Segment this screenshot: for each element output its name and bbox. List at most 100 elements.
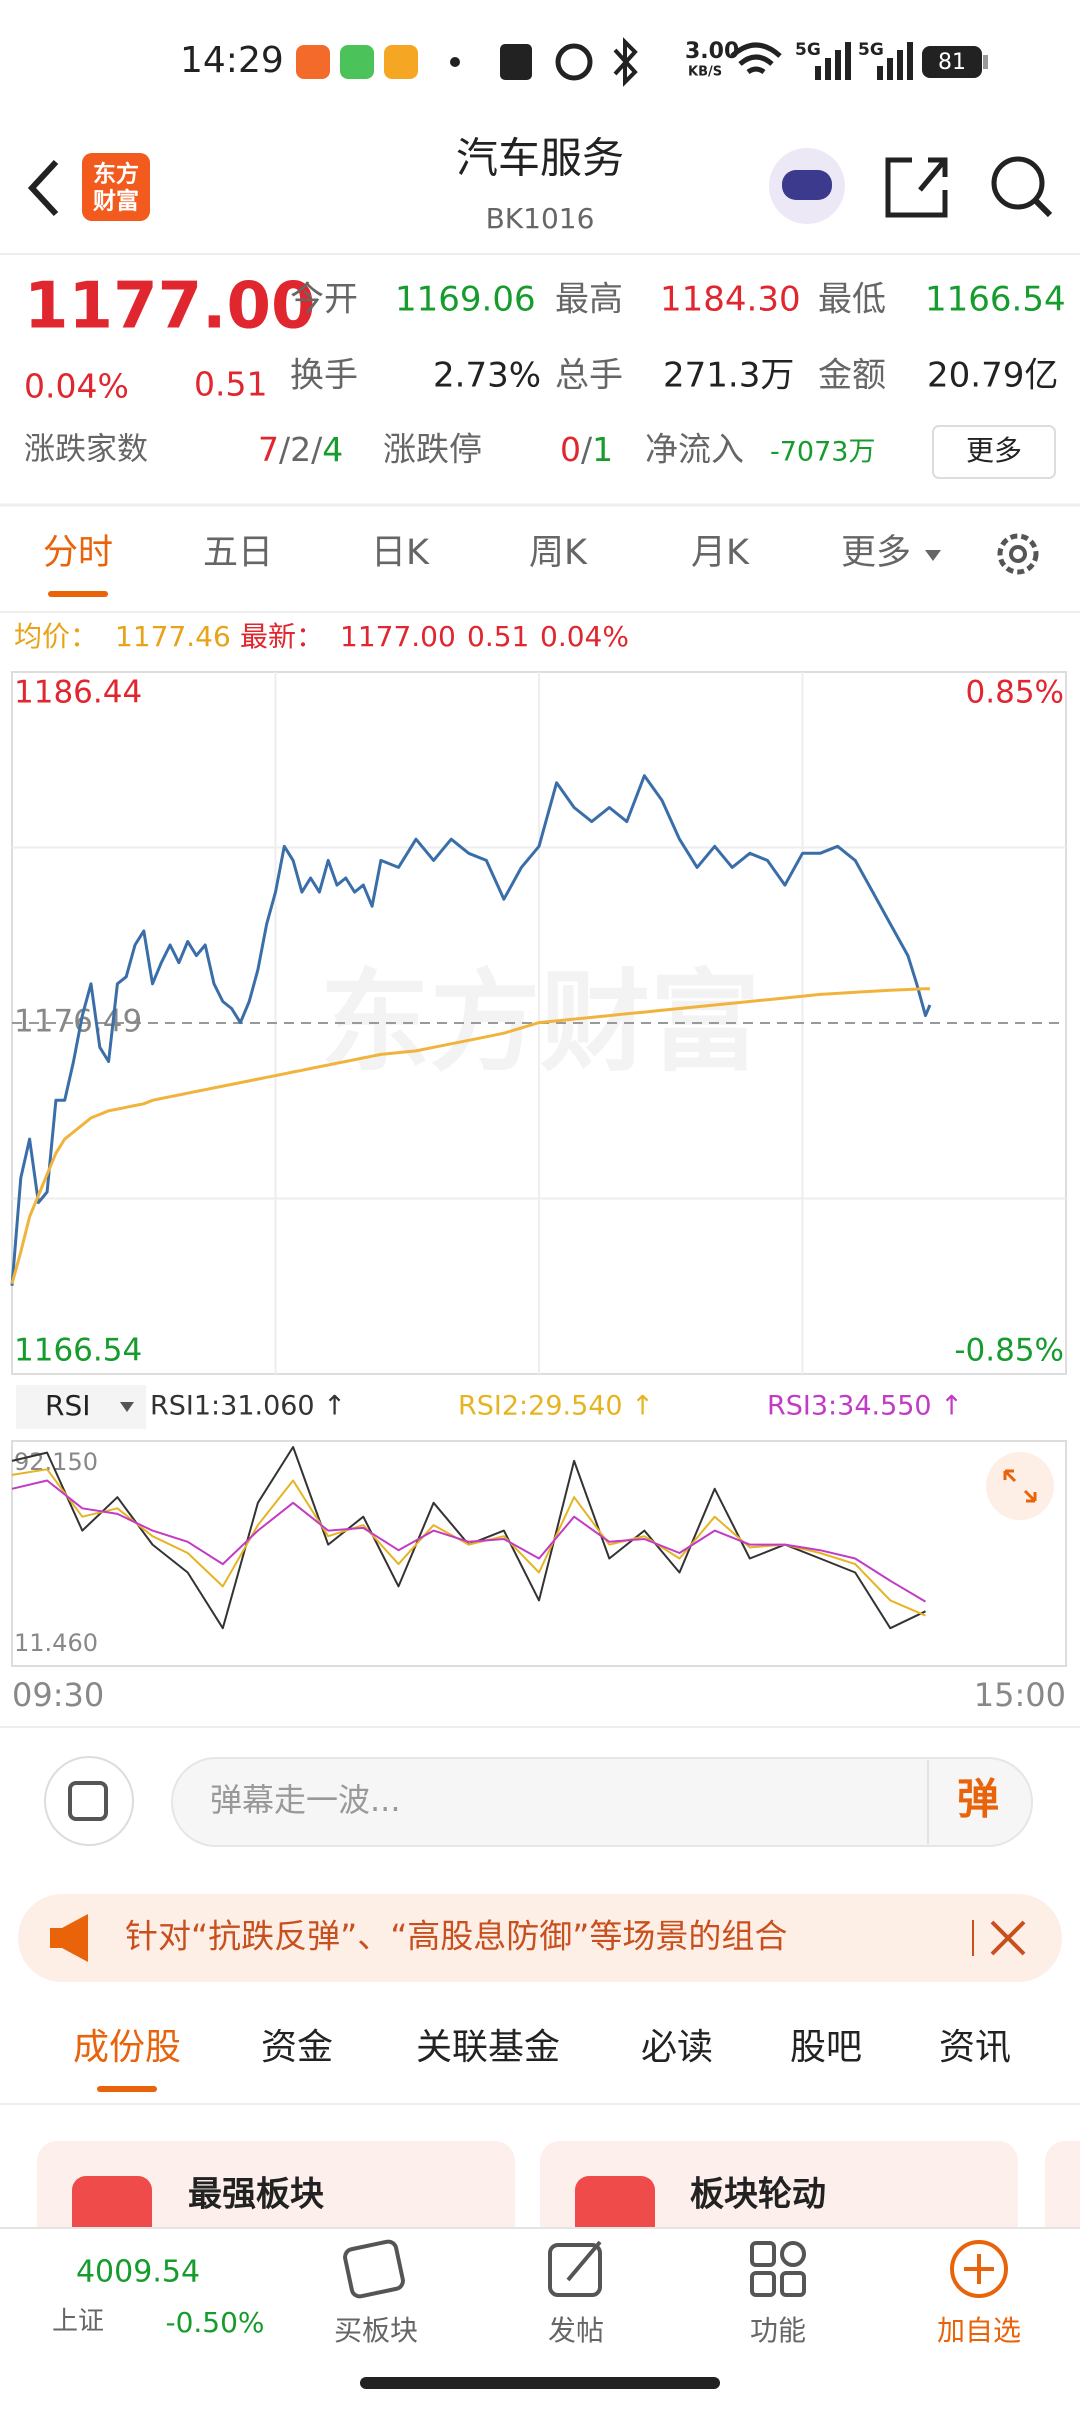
- decliners: 4: [322, 430, 343, 469]
- more-label: 更多: [966, 434, 1022, 467]
- wifi-icon: [730, 42, 782, 75]
- sector-code: BK1016: [486, 202, 595, 235]
- more-button[interactable]: [932, 425, 1056, 479]
- app-icon: [340, 45, 374, 79]
- battery-icon: [922, 46, 982, 78]
- nav-icon: [780, 2241, 806, 2267]
- signal-label: 5G: [795, 40, 821, 60]
- logo: [82, 153, 150, 221]
- expand-button[interactable]: [986, 1452, 1054, 1520]
- period-tab[interactable]: 周K: [529, 533, 588, 573]
- search-button[interactable]: [991, 156, 1045, 210]
- period-tab[interactable]: 月K: [691, 533, 750, 573]
- last-value: 1177.00: [340, 620, 456, 653]
- banner[interactable]: [18, 1894, 1062, 1982]
- series-line: [10, 774, 932, 1286]
- settings-button[interactable]: [997, 533, 1039, 575]
- x-tick-label: 09:30: [12, 1676, 104, 1714]
- status-dot: [450, 57, 460, 67]
- stat-label: 最低: [818, 280, 886, 320]
- stat-value: 1184.30: [660, 280, 801, 320]
- indicator-name: RSI: [45, 1389, 91, 1422]
- change: 0.51: [194, 365, 267, 404]
- content-tab[interactable]: 必读: [641, 2027, 713, 2068]
- content-tab[interactable]: 资金: [261, 2027, 333, 2068]
- period-tab[interactable]: 五日: [203, 533, 273, 573]
- stat-label: 今开: [290, 280, 358, 320]
- megaphone-icon: [50, 1914, 88, 1962]
- logo-text: 财富: [93, 188, 139, 215]
- nfc-icon: [500, 44, 532, 80]
- flow-label: 净流入: [645, 430, 744, 469]
- nav-item[interactable]: 发帖: [548, 2314, 604, 2347]
- nav-item[interactable]: 加自选: [937, 2314, 1021, 2347]
- banner-text: 针对“抗跌反弹”、“高股息防御”等场景的组合: [125, 1917, 787, 1956]
- net-unit: KB/S: [688, 65, 722, 80]
- alarm-icon: [555, 43, 593, 81]
- breadth-label: 涨跌家数: [24, 432, 148, 468]
- index-value[interactable]: 4009.54: [76, 2255, 200, 2290]
- series-line: [10, 987, 930, 1285]
- period-tab[interactable]: 更多: [841, 533, 911, 573]
- app-icon: [296, 45, 330, 79]
- limit-label: 涨跌停: [383, 430, 482, 469]
- plot-frame: [11, 1440, 1067, 1667]
- dropdown-arrow: [925, 550, 941, 561]
- nav-item[interactable]: 买板块: [334, 2314, 418, 2347]
- card-title: 板块轮动: [690, 2175, 826, 2215]
- settings-core: [1009, 545, 1027, 563]
- separator: /: [311, 430, 323, 469]
- status-time: 14:29: [180, 40, 284, 81]
- nav-item[interactable]: 功能: [750, 2314, 806, 2347]
- content-tab[interactable]: 资讯: [939, 2027, 1011, 2068]
- stat-label: 换手: [290, 356, 358, 396]
- tab-underline: [48, 591, 108, 597]
- unchanged: 2: [290, 430, 311, 469]
- net-speed: 3.00: [685, 39, 739, 64]
- legend-entry: RSI1:31.060 ↑: [150, 1391, 346, 1422]
- bluetooth-icon: [613, 37, 638, 87]
- net-inflow: -7073万: [770, 437, 875, 468]
- nav-icon: [750, 2241, 776, 2267]
- chart-layer: 1166.541176.491186.44-0.85%0.85%11.46092…: [10, 671, 1067, 1714]
- banner-close[interactable]: [990, 1920, 1026, 1956]
- nav-icon-plus: [964, 2254, 994, 2284]
- period-tab[interactable]: 日K: [371, 533, 430, 573]
- content-tab[interactable]: 关联基金: [416, 2027, 560, 2068]
- comment-input[interactable]: [171, 1757, 1033, 1847]
- avg-price: 1177.46: [115, 620, 231, 653]
- share-button[interactable]: [885, 157, 948, 218]
- stat-value: 1166.54: [925, 280, 1066, 320]
- period-tab[interactable]: 分时: [43, 533, 113, 573]
- signal-label: 5G: [858, 40, 884, 60]
- danmaku-button[interactable]: 弹: [957, 1775, 999, 1824]
- stat-value: 20.79亿: [927, 356, 1058, 396]
- index-change: -0.50%: [165, 2306, 264, 2339]
- danmaku-icon: [68, 1781, 108, 1821]
- content-tab[interactable]: 成份股: [73, 2027, 181, 2068]
- limit: 0/1: [560, 430, 613, 469]
- stat-value: 271.3万: [663, 356, 794, 396]
- legend-entry: RSI3:34.550 ↑: [767, 1391, 963, 1422]
- y2-tick-label: 0.85%: [966, 675, 1064, 711]
- logo-text: 东方: [93, 161, 139, 188]
- danmaku-settings[interactable]: [44, 1756, 134, 1846]
- back-button[interactable]: [27, 159, 59, 217]
- content-tab[interactable]: 股吧: [790, 2027, 862, 2068]
- limit-down: 1: [592, 430, 613, 469]
- dropdown-arrow: [120, 1402, 134, 1412]
- series-line: [11, 1479, 927, 1603]
- home-indicator: [360, 2377, 720, 2389]
- nav-icon: [750, 2271, 776, 2297]
- last-price: 1177.00: [24, 270, 316, 344]
- expand-icon: [1003, 1469, 1037, 1503]
- stat-value: 2.73%: [433, 356, 541, 396]
- change-pct: 0.04%: [24, 367, 129, 406]
- tab-underline: [97, 2086, 157, 2092]
- card-title: 最强板块: [188, 2175, 324, 2215]
- nav-icon: [548, 2243, 602, 2297]
- last-label: 最新：: [240, 620, 324, 653]
- separator: /: [279, 430, 291, 469]
- avatar-face: [782, 170, 832, 200]
- comment-placeholder: 弹幕走一波...: [210, 1781, 401, 1819]
